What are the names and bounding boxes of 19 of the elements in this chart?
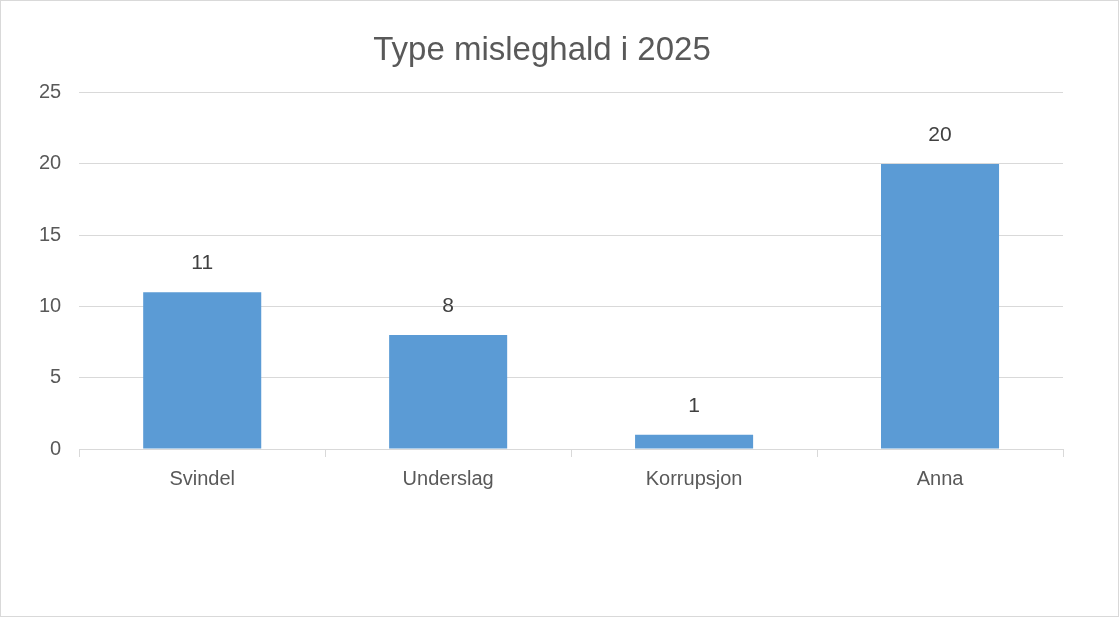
bar	[635, 434, 754, 449]
y-tick-label: 20	[39, 151, 62, 174]
x-tick-label: Svindel	[169, 466, 236, 489]
y-tick-label: 5	[50, 365, 62, 388]
x-tick-label: Korrupsjon	[645, 466, 743, 489]
x-tick-label: Underslag	[402, 466, 494, 489]
data-label: 11	[191, 250, 214, 274]
bar	[143, 292, 262, 449]
y-tick-label: 10	[39, 293, 62, 316]
y-tick-label: 25	[39, 80, 62, 103]
x-tick-label: Anna	[916, 466, 965, 489]
bar	[881, 163, 1000, 449]
data-label: 1	[688, 393, 700, 417]
y-tick-label: 0	[50, 436, 62, 459]
bar	[389, 334, 508, 449]
data-label: 8	[442, 293, 454, 317]
data-label: 20	[928, 122, 952, 146]
chart-title: Type misleghald i 2025	[373, 29, 711, 67]
y-tick-label: 15	[39, 222, 62, 245]
